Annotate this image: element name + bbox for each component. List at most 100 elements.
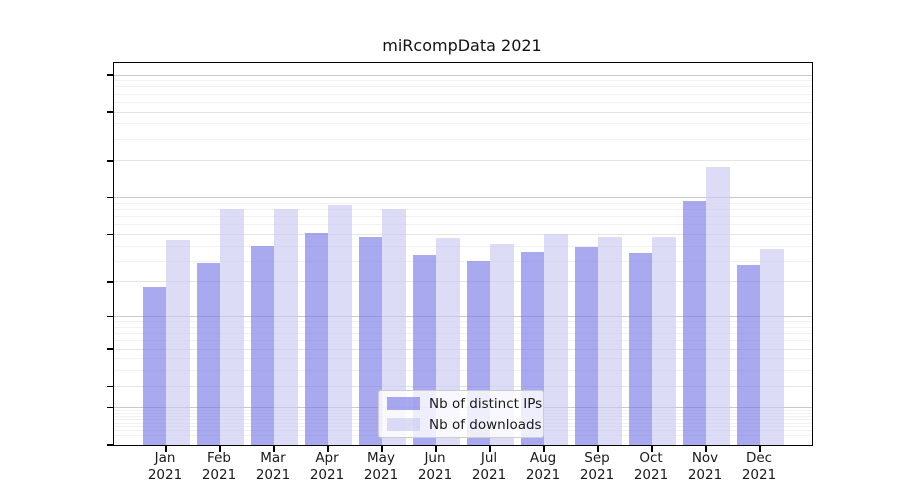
bar-distinct-ips-oct xyxy=(628,253,652,445)
gridline-minor xyxy=(114,80,812,82)
x-tick-year: 2021 xyxy=(471,467,507,483)
gridline-major xyxy=(114,385,812,387)
x-tick-month: Sep xyxy=(584,450,610,466)
x-tick-year: 2021 xyxy=(741,467,777,483)
plot-area xyxy=(107,62,813,452)
x-tick-month: Apr xyxy=(315,450,339,466)
bar-downloads-may xyxy=(382,209,406,445)
x-tick-label-jan: Jan 2021 xyxy=(135,450,195,484)
gridline-minor xyxy=(114,216,812,218)
bar-distinct-ips-may xyxy=(358,236,382,445)
x-tick-month: Jun xyxy=(424,450,446,466)
gridline-minor xyxy=(114,123,812,125)
x-tick-mark xyxy=(381,446,383,452)
x-tick-year: 2021 xyxy=(687,467,723,483)
bar-distinct-ips-jan xyxy=(142,287,166,445)
x-tick-month: May xyxy=(367,450,395,466)
gridline-minor xyxy=(114,260,812,262)
legend-swatch-downloads xyxy=(387,418,420,431)
x-tick-month: Oct xyxy=(639,450,663,466)
legend-swatch-distinct-ips xyxy=(387,397,420,410)
x-tick-month: Jan xyxy=(154,450,176,466)
x-tick-label-mar: Mar 2021 xyxy=(243,450,303,484)
x-tick-year: 2021 xyxy=(147,467,183,483)
y-tick-mark xyxy=(107,385,113,387)
legend: Nb of distinct IPs Nb of downloads xyxy=(378,390,544,438)
x-tick-label-sep: Sep 2021 xyxy=(567,450,627,484)
gridline-minor xyxy=(114,138,812,140)
bar-downloads-jan xyxy=(166,239,190,445)
bar-downloads-nov xyxy=(706,166,730,445)
gridline-minor xyxy=(114,86,812,88)
x-tick-month: Nov xyxy=(691,450,719,466)
gridline-minor xyxy=(114,370,812,372)
gridline-minor xyxy=(114,333,812,335)
gridline-minor xyxy=(114,101,812,103)
bar-downloads-feb xyxy=(220,209,244,445)
y-tick-mark xyxy=(107,444,113,446)
bar-downloads-sep xyxy=(598,236,622,445)
gridline-minor xyxy=(114,340,812,342)
x-tick-mark xyxy=(327,446,329,452)
x-tick-year: 2021 xyxy=(363,467,399,483)
gridline-major xyxy=(114,111,812,113)
gridline-major xyxy=(114,348,812,350)
gridline-minor xyxy=(114,202,812,204)
x-tick-label-jul: Jul 2021 xyxy=(459,450,519,484)
x-tick-year: 2021 xyxy=(255,467,291,483)
y-tick-mark xyxy=(107,315,113,318)
y-tick-mark xyxy=(107,233,113,236)
x-tick-year: 2021 xyxy=(309,467,345,483)
x-tick-label-feb: Feb 2021 xyxy=(189,450,249,484)
x-tick-label-may: May 2021 xyxy=(351,450,411,484)
x-tick-year: 2021 xyxy=(417,467,453,483)
x-tick-month: Feb xyxy=(207,450,231,466)
gridline-minor xyxy=(114,209,812,211)
y-tick-mark xyxy=(107,74,113,76)
x-tick-month: Jul xyxy=(480,450,498,466)
x-tick-label-oct: Oct 2021 xyxy=(621,450,681,484)
gridline-minor xyxy=(114,321,812,323)
x-tick-year: 2021 xyxy=(633,467,669,483)
x-tick-mark xyxy=(759,446,761,452)
bar-downloads-mar xyxy=(274,209,298,445)
bar-downloads-oct xyxy=(652,236,676,445)
gridline-minor xyxy=(114,326,812,328)
chart-title: miRcompData 2021 xyxy=(382,36,542,55)
gridline-major xyxy=(114,197,812,199)
bar-distinct-ips-feb xyxy=(196,262,220,445)
bar-downloads-apr xyxy=(328,204,352,445)
x-tick-year: 2021 xyxy=(525,467,561,483)
y-tick-mark xyxy=(107,281,113,283)
x-tick-mark xyxy=(165,446,167,452)
gridline-minor xyxy=(114,224,812,226)
gridline-major xyxy=(114,74,812,76)
gridline-major xyxy=(114,316,812,318)
legend-entry-downloads: Nb of downloads xyxy=(387,417,542,433)
x-tick-mark xyxy=(219,446,221,452)
x-tick-label-dec: Dec 2021 xyxy=(729,450,789,484)
x-tick-mark xyxy=(543,446,545,452)
x-tick-label-apr: Apr 2021 xyxy=(297,450,357,484)
gridline-major xyxy=(114,160,812,162)
bar-distinct-ips-mar xyxy=(250,246,274,445)
bar-downloads-dec xyxy=(760,248,784,445)
x-tick-mark xyxy=(489,446,491,452)
gridline-major xyxy=(114,233,812,235)
y-tick-mark xyxy=(107,197,113,199)
x-tick-label-nov: Nov 2021 xyxy=(675,450,735,484)
x-tick-month: Mar xyxy=(260,450,286,466)
gridline-major xyxy=(114,281,812,283)
legend-entry-distinct-ips: Nb of distinct IPs xyxy=(387,396,542,412)
y-tick-mark xyxy=(107,407,113,409)
x-tick-label-aug: Aug 2021 xyxy=(513,450,573,484)
x-tick-mark xyxy=(705,446,707,452)
y-tick-mark xyxy=(107,348,113,350)
x-tick-mark xyxy=(435,446,437,452)
bar-distinct-ips-nov xyxy=(682,200,706,445)
legend-label-distinct-ips: Nb of distinct IPs xyxy=(429,395,543,412)
x-tick-mark xyxy=(651,446,653,452)
y-tick-mark xyxy=(107,160,113,162)
x-tick-month: Aug xyxy=(529,450,557,466)
